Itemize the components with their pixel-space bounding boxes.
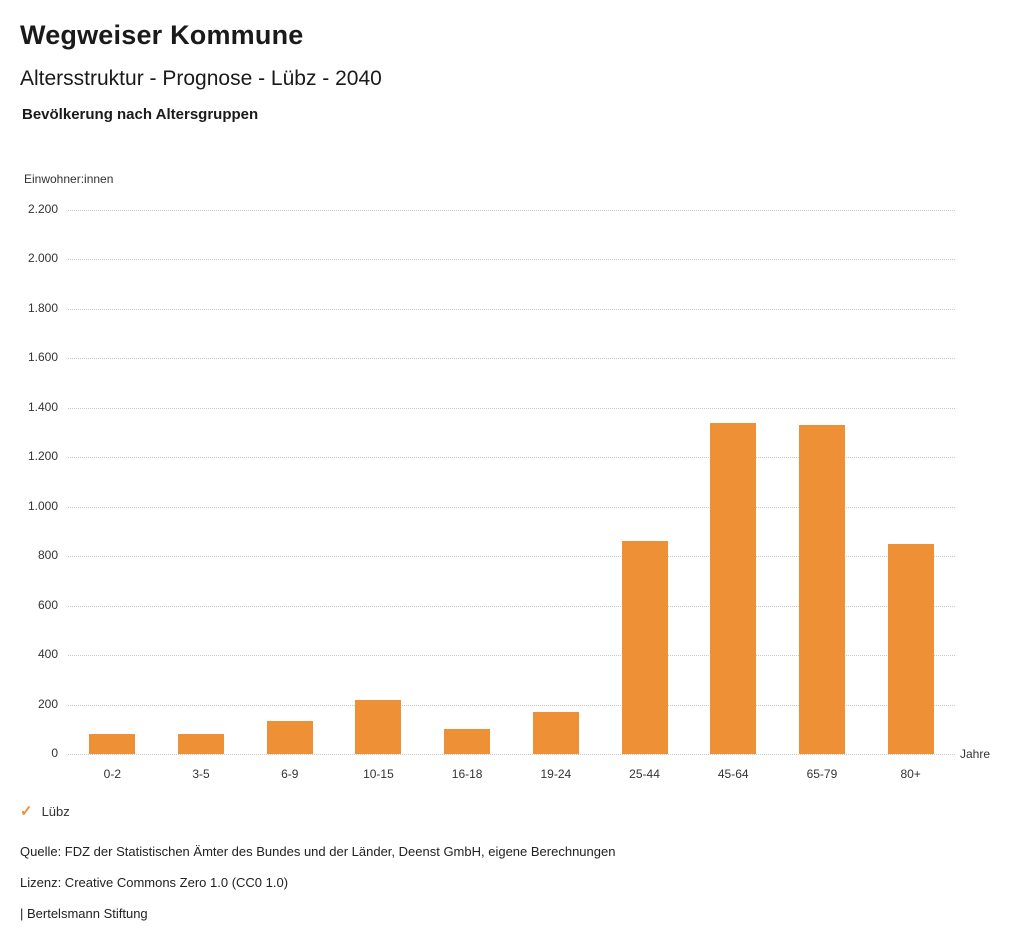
source-text: Quelle: FDZ der Statistischen Ämter des …: [20, 844, 616, 859]
x-axis-title: Jahre: [960, 747, 991, 761]
legend-check-icon: ✓: [20, 803, 33, 820]
y-tick-label: 800: [37, 548, 58, 563]
gridline: [68, 407, 955, 409]
bar-80+[interactable]: [887, 543, 934, 754]
y-tick-label: 1.000: [27, 498, 58, 513]
x-tick-label: 19-24: [540, 767, 572, 781]
plot-area: [68, 210, 955, 755]
bar-19-24[interactable]: [532, 711, 579, 754]
gridline: [68, 704, 955, 706]
brand-text: | Bertelsmann Stiftung: [20, 906, 148, 921]
gridline: [68, 754, 955, 755]
chart-caption: Bevölkerung nach Altersgruppen: [22, 106, 259, 123]
x-tick-label: 3-5: [192, 767, 210, 781]
x-tick-label: 65-79: [806, 767, 838, 781]
bar-16-18[interactable]: [444, 729, 491, 754]
x-tick-label: 6-9: [281, 767, 299, 781]
gridline: [68, 556, 955, 558]
y-tick-label: 1.600: [27, 350, 58, 365]
x-tick-label: 0-2: [103, 767, 122, 781]
x-tick-label: 10-15: [363, 767, 394, 781]
x-tick-label: 25-44: [629, 767, 660, 781]
y-tick-label: 1.800: [27, 300, 58, 315]
x-tick-label: 45-64: [717, 767, 749, 781]
y-tick-label: 0: [51, 746, 58, 760]
gridline: [68, 457, 955, 459]
y-tick-label: 2.000: [27, 251, 58, 266]
gridline: [68, 210, 955, 211]
y-tick-label: 400: [37, 647, 58, 662]
license-text: Lizenz: Creative Commons Zero 1.0 (CC0 1…: [20, 875, 289, 890]
x-axis: 0-2 3-5 6-9 10-15 16-18 19-24 25-44 45-64 65-79 8…: [68, 767, 955, 785]
bar-6-9[interactable]: [266, 720, 313, 754]
y-tick-label: 600: [37, 597, 58, 612]
chart-subtitle: Altersstruktur - Prognose - Lübz - 2040: [20, 67, 382, 90]
y-tick-label: 2.200: [27, 202, 58, 216]
gridline: [68, 605, 955, 607]
page-title: Wegweiser Kommune: [20, 20, 304, 50]
gridline: [68, 506, 955, 508]
bar-3-5[interactable]: [178, 734, 225, 754]
legend-label: Lübz: [41, 804, 70, 819]
gridline: [68, 655, 955, 657]
bar-0-2[interactable]: [89, 734, 136, 754]
bar-10-15[interactable]: [355, 699, 402, 754]
gridline: [68, 259, 955, 261]
bar-25-44[interactable]: [621, 541, 668, 754]
gridline: [68, 308, 955, 310]
y-axis: 0 200 400 600 800 1.000 1.200 1.400 1.600 1.800 2.…: [0, 202, 58, 760]
y-tick-label: 1.400: [27, 399, 58, 414]
x-tick-label: 16-18: [451, 767, 483, 781]
y-tick-label: 1.200: [27, 449, 58, 464]
gridline: [68, 358, 955, 360]
bar-65-79[interactable]: [798, 425, 845, 754]
bar-45-64[interactable]: [710, 422, 757, 754]
x-tick-label: 80+: [900, 767, 921, 781]
y-tick-label: 200: [37, 696, 58, 711]
legend-item-luebz[interactable]: ✓ Lübz: [20, 804, 70, 819]
y-axis-title: Einwohner:innen: [24, 172, 114, 186]
